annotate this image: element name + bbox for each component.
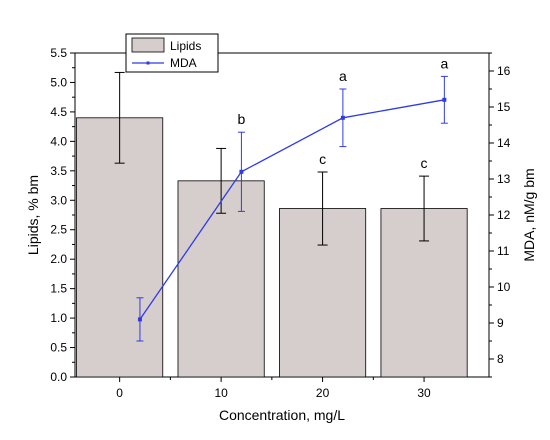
x-tick-label: 30 [417,386,431,400]
right-axis: 8 9 10 11 12 13 14 15 16 [489,52,511,378]
mda-significance-label: a [339,68,347,84]
lipids-significance-label: c [421,155,428,171]
mda-point [340,115,345,120]
left-tick-label: 2.0 [50,252,67,266]
lipids-significance-label: c [319,151,326,167]
left-axis-title: Lipids, % bm [25,175,41,255]
left-tick-label: 5.5 [50,46,67,60]
left-tick-label: 4.0 [50,134,67,148]
right-tick-label: 15 [497,100,511,114]
x-tick-label: 0 [116,386,123,400]
left-tick-label: 2.5 [50,223,67,237]
mda-point [137,317,142,322]
left-tick-label: 5.0 [50,75,67,89]
right-tick-label: 8 [497,352,504,366]
left-tick-label: 4.5 [50,105,67,119]
mda-point [442,97,447,102]
mda-line-layer [136,75,448,342]
left-tick-label: 0.5 [50,341,67,355]
left-tick-label: 1.0 [50,311,67,325]
mda-point [239,169,244,174]
left-tick-label: 3.0 [50,193,67,207]
left-axis: 0.0 0.5 1.0 1.5 2.0 2.5 3.0 3.5 4.0 4.5 5.0 5.5 [50,46,75,384]
bars-layer [76,71,468,378]
left-tick-label: 3.5 [50,164,67,178]
left-tick-label: 0.0 [50,370,67,384]
x-axis-title: Concentration, mg/L [219,407,345,423]
right-tick-label: 16 [497,64,511,78]
right-tick-label: 10 [497,280,511,294]
right-tick-label: 9 [497,316,504,330]
legend-mda-marker [146,61,150,65]
right-tick-label: 12 [497,208,511,222]
right-tick-label: 13 [497,172,511,186]
legend: Lipids MDA [125,33,219,73]
legend-mda-label: MDA [170,56,197,70]
legend-lipids-label: Lipids [170,39,201,53]
mda-significance-label: b [238,111,246,127]
right-axis-title: MDA, nM/g bm [521,168,537,261]
x-tick-label: 20 [316,386,330,400]
x-axis: 0 10 20 30 [116,377,431,400]
left-tick-label: 1.5 [50,282,67,296]
right-tick-label: 11 [497,244,510,258]
significance-labels: c c b a a [238,55,449,171]
mda-line [139,99,445,320]
x-tick-label: 10 [214,386,228,400]
mda-significance-label: a [440,55,448,71]
legend-lipids-swatch [131,37,165,53]
right-tick-label: 14 [497,136,511,150]
